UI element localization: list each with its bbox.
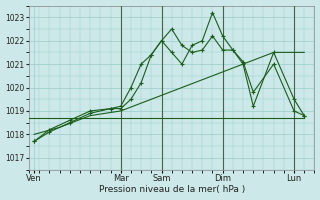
X-axis label: Pression niveau de la mer( hPa ): Pression niveau de la mer( hPa )	[99, 185, 245, 194]
